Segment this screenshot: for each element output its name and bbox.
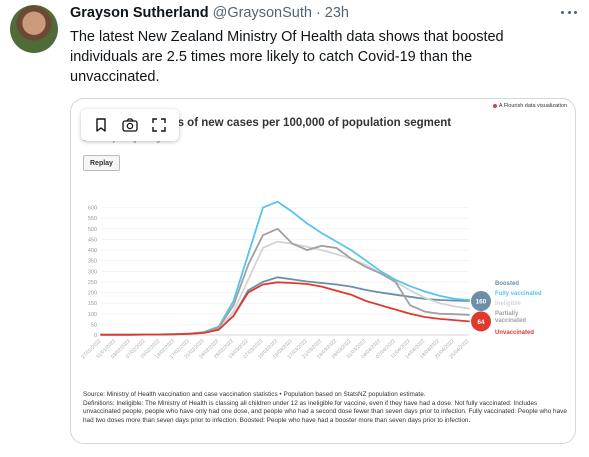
image-search-icon[interactable] [121,116,139,134]
legend-label: Unvaccinated [495,330,534,336]
end-value-bubble [471,291,491,312]
more-dot [567,10,571,14]
expand-icon[interactable] [150,116,168,134]
y-tick-label: 550 [88,216,97,222]
y-tick-label: 150 [88,301,97,307]
y-tick-label: 50 [91,322,97,328]
more-dot [561,10,564,14]
more-dot [574,10,577,14]
legend-label: Boosted [495,281,519,287]
tweet-text: The latest New Zealand Ministry Of Healt… [70,29,504,85]
legend-label: Partially [495,311,519,317]
author-handle[interactable]: @GraysonSuth [212,5,312,21]
y-tick-label: 450 [88,237,97,243]
y-tick-label: 600 [88,206,97,212]
flourish-credit[interactable]: A Flourish data visualization [492,103,567,109]
y-tick-label: 300 [88,269,97,275]
image-controls [81,109,179,141]
bookmark-icon[interactable] [92,116,110,134]
y-tick-label: 250 [88,280,97,286]
author-name[interactable]: Grayson Sutherland [70,5,209,21]
flourish-label: A Flourish data visualization [498,103,567,109]
y-tick-label: 200 [88,291,97,297]
end-value-label: 160 [476,299,487,306]
line-chart: 05010015020025030035040045050055060027/0… [80,200,542,360]
avatar[interactable] [10,5,58,53]
end-value-bubble [471,311,491,332]
timestamp[interactable]: 23h [324,5,349,21]
end-value-label: 64 [477,319,485,326]
separator: · [315,5,321,21]
y-tick-label: 500 [88,227,97,233]
replay-button[interactable]: Replay [83,155,120,171]
legend-label: vaccinated [495,318,526,324]
flourish-logo-icon [492,104,497,108]
legend-label: Fully vaccinated [495,291,542,297]
definitions-text: Definitions: Ineligible: The Ministry of… [83,399,567,424]
y-tick-label: 100 [88,312,97,318]
y-tick-label: 350 [88,259,97,265]
tweet-header: Grayson Sutherland @GraysonSuth · 23h [70,5,559,25]
y-tick-label: 0 [94,333,97,339]
source-text: Source: Ministry of Health vaccination a… [83,391,426,398]
y-tick-label: 400 [88,248,97,254]
media-card[interactable]: A Flourish data visualization Vaccinatio… [70,98,576,444]
chart-source: Source: Ministry of Health vaccination a… [83,391,567,425]
more-horizontal-icon[interactable] [561,6,577,18]
legend-label: Ineligible [495,301,522,307]
series-line [100,281,470,336]
